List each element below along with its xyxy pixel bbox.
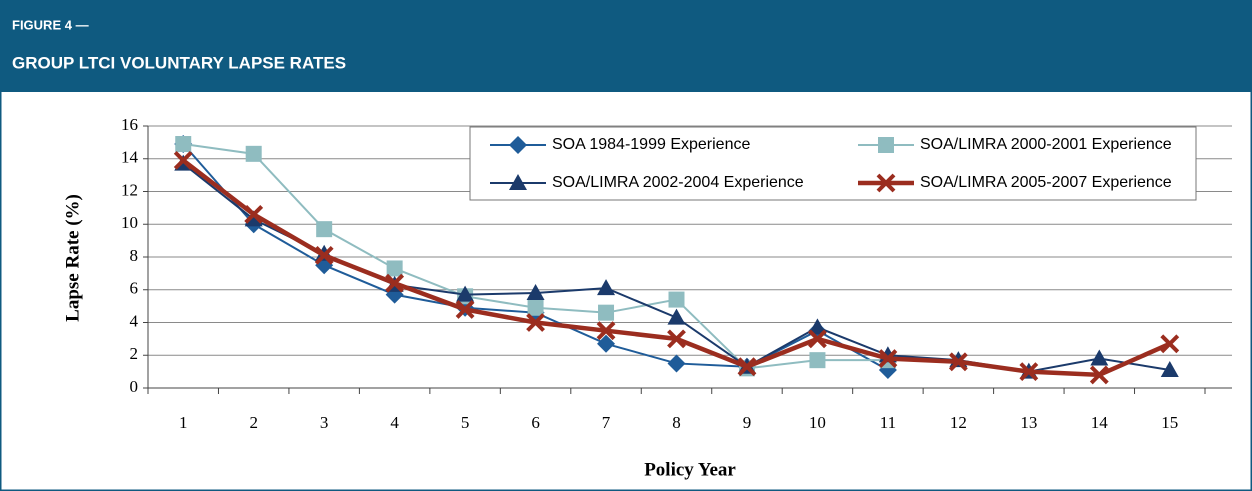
data-point — [314, 245, 334, 265]
y-tick-label: 16 — [121, 115, 138, 134]
data-point — [385, 273, 405, 293]
data-point — [668, 291, 685, 308]
data-point — [667, 308, 686, 325]
data-point — [1090, 349, 1109, 366]
data-point — [245, 145, 262, 162]
legend-marker — [878, 137, 894, 153]
data-point — [456, 285, 475, 302]
y-tick-label: 12 — [121, 180, 138, 199]
x-tick-label: 5 — [461, 413, 470, 432]
legend-marker — [509, 136, 527, 154]
y-tick-label: 14 — [121, 148, 139, 167]
data-point — [596, 321, 616, 341]
data-point — [173, 150, 193, 170]
header-band — [0, 0, 1252, 92]
y-axis-label: Lapse Rate (%) — [62, 194, 83, 322]
y-tick-label: 10 — [121, 213, 138, 232]
legend: SOA 1984-1999 Experience SOA/LIMRA 2000-2… — [469, 126, 1197, 201]
x-tick-label: 1 — [179, 413, 188, 432]
y-tick-label: 0 — [130, 377, 139, 396]
data-point — [1160, 334, 1180, 354]
data-point — [386, 260, 403, 277]
figure-title: GROUP LTCI VOLUNTARY LAPSE RATES — [12, 53, 346, 72]
x-tick-label: 11 — [880, 413, 896, 432]
legend-marker — [876, 173, 896, 193]
data-point — [1019, 362, 1039, 382]
data-point — [597, 279, 616, 296]
legend-label: SOA 1984-1999 Experience — [552, 136, 750, 153]
x-tick-label: 6 — [531, 413, 540, 432]
figure-label: FIGURE 4 — — [12, 17, 89, 32]
data-point — [175, 136, 192, 153]
data-point — [667, 354, 686, 373]
legend-box — [469, 126, 1197, 201]
x-tick-label: 15 — [1161, 413, 1178, 432]
x-tick-label: 10 — [809, 413, 826, 432]
data-point — [667, 329, 686, 349]
data-point — [598, 304, 615, 321]
x-tick-label: 13 — [1020, 413, 1037, 432]
y-tick-label: 8 — [130, 246, 139, 265]
x-tick-label: 4 — [390, 413, 399, 432]
legend-marker — [509, 174, 527, 190]
data-point — [809, 352, 826, 369]
x-tick-label: 9 — [743, 413, 752, 432]
data-point — [527, 299, 544, 316]
data-point — [808, 329, 827, 349]
x-tick-label: 8 — [672, 413, 681, 432]
y-tick-label: 2 — [130, 344, 139, 363]
x-tick-label: 7 — [602, 413, 611, 432]
x-tick-label: 3 — [320, 413, 329, 432]
legend-label: SOA/LIMRA 2005-2007 Experience — [920, 174, 1172, 191]
x-tick-label: 2 — [249, 413, 258, 432]
x-axis-label: Policy Year — [644, 459, 736, 480]
data-point — [878, 349, 898, 368]
data-point — [1160, 360, 1179, 377]
data-point — [244, 210, 263, 227]
data-point — [316, 221, 333, 238]
legend-label: SOA/LIMRA 2000-2001 Experience — [920, 136, 1172, 153]
x-tick-label: 12 — [950, 413, 967, 432]
data-point — [244, 205, 264, 224]
data-point — [948, 352, 968, 372]
data-point — [808, 318, 827, 335]
data-point — [455, 299, 475, 319]
data-point — [526, 284, 545, 301]
data-point — [526, 313, 545, 332]
data-point — [737, 357, 757, 377]
y-tick-label: 4 — [130, 311, 139, 330]
x-tick-label: 14 — [1091, 413, 1109, 432]
data-point — [1089, 365, 1109, 385]
y-tick-label: 6 — [130, 279, 139, 298]
data-point — [597, 334, 616, 353]
legend-label: SOA/LIMRA 2002-2004 Experience — [552, 174, 804, 191]
